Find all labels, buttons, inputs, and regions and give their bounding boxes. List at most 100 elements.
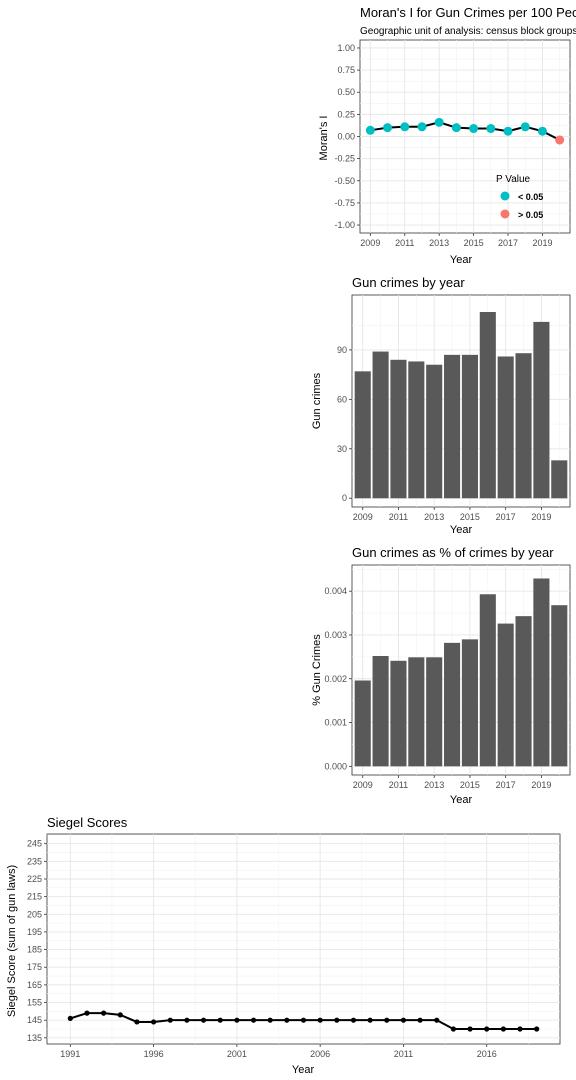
tick-label: 215: [27, 892, 42, 902]
tick-label: 245: [27, 839, 42, 849]
data-point: [451, 123, 461, 133]
chart-title: Siegel Scores: [47, 815, 128, 830]
data-point: [517, 1026, 523, 1032]
tick-label: 2015: [460, 780, 480, 790]
bar: [390, 660, 407, 767]
bar: [372, 351, 389, 499]
bar: [497, 356, 514, 499]
tick-label: 60: [337, 394, 347, 404]
bar: [426, 657, 443, 767]
tick-label: 225: [27, 874, 42, 884]
chart-title: Gun crimes by year: [352, 275, 465, 290]
tick-label: 2017: [498, 238, 518, 248]
tick-label: 0.25: [337, 109, 355, 119]
data-point: [365, 125, 375, 135]
y-axis-title: Siegel Score (sum of gun laws): [6, 865, 18, 1017]
tick-label: 0.000: [324, 761, 347, 771]
tick-label: 2013: [424, 512, 444, 522]
tick-label: 0.004: [324, 586, 347, 596]
y-axis-title: % Gun Crimes: [311, 634, 323, 706]
data-point: [217, 1017, 223, 1023]
tick-label: -0.25: [334, 154, 355, 164]
bar: [354, 680, 371, 767]
tick-label: 0.003: [324, 630, 347, 640]
legend-label-not-significant: > 0.05: [518, 210, 543, 220]
x-axis-title: Year: [450, 794, 473, 806]
x-axis-title: Year: [450, 524, 473, 536]
tick-label: 2006: [310, 1049, 330, 1059]
data-point: [503, 126, 513, 136]
tick-label: 155: [27, 998, 42, 1008]
tick-label: 2011: [389, 780, 408, 790]
tick-label: 145: [27, 1015, 42, 1025]
tick-label: 1.00: [337, 43, 355, 53]
tick-label: 1996: [144, 1049, 164, 1059]
data-point: [417, 122, 427, 132]
bar: [515, 616, 532, 767]
data-point: [101, 1010, 107, 1016]
data-point: [284, 1017, 290, 1023]
bar: [533, 578, 550, 767]
x-axis-title: Year: [292, 1064, 315, 1076]
data-point: [417, 1017, 423, 1023]
data-point: [300, 1017, 307, 1023]
data-point: [484, 1026, 490, 1032]
tick-label: 2015: [460, 512, 480, 522]
data-point: [400, 122, 410, 132]
tick-label: 2019: [531, 512, 551, 522]
bar: [444, 354, 461, 499]
tick-label: 90: [337, 345, 347, 355]
bar: [551, 605, 568, 767]
data-point: [317, 1017, 323, 1023]
tick-label: 2009: [360, 238, 380, 248]
bar: [444, 642, 461, 767]
bar: [497, 623, 514, 767]
plot-panel: [46, 833, 561, 1045]
tick-label: 2011: [395, 238, 414, 248]
data-point: [469, 124, 479, 134]
tick-label: 165: [27, 980, 42, 990]
tick-label: 2009: [353, 780, 373, 790]
legend-title: P Value: [496, 174, 531, 185]
data-point: [184, 1017, 190, 1023]
y-axis-title: Moran's I: [318, 116, 330, 161]
tick-label: 235: [27, 856, 42, 866]
bar: [479, 311, 496, 499]
tick-label: 195: [27, 927, 42, 937]
data-point: [450, 1026, 457, 1032]
chart-subtitle: Geographic unit of analysis: census bloc…: [360, 26, 576, 37]
data-point: [234, 1017, 240, 1023]
data-point: [267, 1017, 273, 1023]
tick-label: 2013: [429, 238, 449, 248]
bar: [461, 354, 478, 499]
chart-title: Gun crimes as % of crimes by year: [352, 545, 554, 560]
tick-label: 0.002: [324, 674, 347, 684]
tick-label: 205: [27, 909, 42, 919]
y-axis-title: Gun crimes: [311, 372, 323, 429]
tick-label: 175: [27, 962, 42, 972]
tick-label: 2019: [531, 780, 551, 790]
data-point: [400, 1017, 407, 1023]
data-point: [134, 1019, 140, 1025]
x-axis-title: Year: [450, 254, 473, 266]
data-point: [334, 1017, 340, 1023]
tick-label: 2011: [394, 1049, 413, 1059]
tick-label: 2011: [389, 512, 408, 522]
bar: [390, 359, 407, 499]
tick-label: 1991: [60, 1049, 80, 1059]
bar: [551, 460, 568, 499]
data-point: [350, 1017, 357, 1023]
bar: [426, 364, 443, 499]
tick-label: 2015: [464, 238, 484, 248]
bar: [515, 353, 532, 499]
bar: [354, 371, 371, 499]
siegel-scores-chart: Siegel Scores 135 145 155 165 175 185 195 205 21…: [6, 815, 561, 1076]
gun-crimes-percent-chart: Gun crimes as % of crimes by year 0.000 0…: [311, 545, 571, 806]
tick-label: 2019: [532, 238, 552, 248]
data-point: [434, 117, 444, 127]
tick-label: -0.50: [334, 176, 355, 186]
data-point: [367, 1017, 373, 1023]
chart-title: Moran's I for Gun Crimes per 100 People: [360, 5, 576, 20]
data-point: [117, 1012, 123, 1018]
bar: [461, 639, 478, 767]
